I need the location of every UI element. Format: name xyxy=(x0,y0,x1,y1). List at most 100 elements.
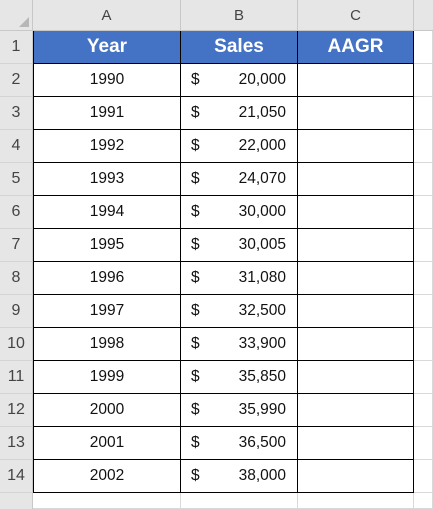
sales-cell[interactable]: $22,000 xyxy=(181,130,298,163)
sales-cell[interactable]: $32,500 xyxy=(181,295,298,328)
row-header-3[interactable]: 3 xyxy=(0,97,33,130)
aagr-cell[interactable] xyxy=(298,262,414,295)
row-header-1[interactable]: 1 xyxy=(0,31,33,64)
cell-d[interactable] xyxy=(414,427,433,460)
year-cell[interactable]: 2002 xyxy=(33,460,181,493)
year-cell[interactable]: 1994 xyxy=(33,196,181,229)
aagr-cell[interactable] xyxy=(298,196,414,229)
sales-cell[interactable]: $31,080 xyxy=(181,262,298,295)
sales-cell[interactable]: $30,005 xyxy=(181,229,298,262)
sales-cell[interactable]: $24,070 xyxy=(181,163,298,196)
year-cell[interactable]: 1990 xyxy=(33,64,181,97)
row-header-2[interactable]: 2 xyxy=(0,64,33,97)
sales-cell[interactable]: $35,850 xyxy=(181,361,298,394)
empty-cell[interactable] xyxy=(298,493,414,509)
cell-d[interactable] xyxy=(414,328,433,361)
year-cell[interactable]: 1999 xyxy=(33,361,181,394)
currency-symbol: $ xyxy=(191,401,200,418)
sales-cell[interactable]: $30,000 xyxy=(181,196,298,229)
currency-symbol: $ xyxy=(191,302,200,319)
aagr-cell[interactable] xyxy=(298,460,414,493)
sales-cell[interactable]: $21,050 xyxy=(181,97,298,130)
cell-d[interactable] xyxy=(414,460,433,493)
cell-d[interactable] xyxy=(414,196,433,229)
cell-d[interactable] xyxy=(414,295,433,328)
aagr-cell[interactable] xyxy=(298,427,414,460)
year-cell[interactable]: 1992 xyxy=(33,130,181,163)
cell-d1[interactable] xyxy=(414,31,433,64)
year-cell[interactable]: 1993 xyxy=(33,163,181,196)
cell-d[interactable] xyxy=(414,361,433,394)
empty-cell[interactable] xyxy=(181,493,298,509)
aagr-cell[interactable] xyxy=(298,394,414,427)
aagr-cell[interactable] xyxy=(298,295,414,328)
column-header-b[interactable]: B xyxy=(181,0,298,31)
aagr-cell[interactable] xyxy=(298,328,414,361)
select-all-button[interactable] xyxy=(0,0,33,31)
header-cell-sales[interactable]: Sales xyxy=(181,31,298,64)
currency-symbol: $ xyxy=(191,434,200,451)
sales-value: 21,050 xyxy=(238,104,286,121)
cell-d[interactable] xyxy=(414,163,433,196)
empty-cell[interactable] xyxy=(33,493,181,509)
column-header-a[interactable]: A xyxy=(33,0,181,31)
select-all-triangle-icon xyxy=(19,17,29,27)
row-header-4[interactable]: 4 xyxy=(0,130,33,163)
column-header-c[interactable]: C xyxy=(298,0,414,31)
aagr-cell[interactable] xyxy=(298,64,414,97)
row-header-10[interactable]: 10 xyxy=(0,328,33,361)
aagr-cell[interactable] xyxy=(298,130,414,163)
empty-cell[interactable] xyxy=(414,493,433,509)
row-header-13[interactable]: 13 xyxy=(0,427,33,460)
aagr-cell[interactable] xyxy=(298,163,414,196)
sales-cell[interactable]: $36,500 xyxy=(181,427,298,460)
row-header-14[interactable]: 14 xyxy=(0,460,33,493)
sales-value: 30,000 xyxy=(238,203,286,220)
sales-cell[interactable]: $33,900 xyxy=(181,328,298,361)
year-cell[interactable]: 1995 xyxy=(33,229,181,262)
aagr-cell[interactable] xyxy=(298,361,414,394)
year-cell[interactable]: 2001 xyxy=(33,427,181,460)
header-cell-year[interactable]: Year xyxy=(33,31,181,64)
aagr-cell[interactable] xyxy=(298,229,414,262)
sales-value: 36,500 xyxy=(238,434,286,451)
year-cell[interactable]: 1996 xyxy=(33,262,181,295)
row-header-11[interactable]: 11 xyxy=(0,361,33,394)
currency-symbol: $ xyxy=(191,335,200,352)
sales-value: 24,070 xyxy=(238,170,286,187)
aagr-cell[interactable] xyxy=(298,97,414,130)
sales-value: 33,900 xyxy=(238,335,286,352)
sales-value: 31,080 xyxy=(238,269,286,286)
sales-cell[interactable]: $35,990 xyxy=(181,394,298,427)
sales-value: 22,000 xyxy=(238,137,286,154)
column-header-d-partial[interactable] xyxy=(414,0,433,31)
currency-symbol: $ xyxy=(191,104,200,121)
row-header-8[interactable]: 8 xyxy=(0,262,33,295)
cell-d[interactable] xyxy=(414,262,433,295)
row-header-partial[interactable] xyxy=(0,493,33,509)
row-header-6[interactable]: 6 xyxy=(0,196,33,229)
row-header-7[interactable]: 7 xyxy=(0,229,33,262)
cell-d[interactable] xyxy=(414,97,433,130)
sales-value: 38,000 xyxy=(238,467,286,484)
currency-symbol: $ xyxy=(191,137,200,154)
year-cell[interactable]: 2000 xyxy=(33,394,181,427)
cell-d[interactable] xyxy=(414,64,433,97)
cell-d[interactable] xyxy=(414,394,433,427)
cell-d[interactable] xyxy=(414,229,433,262)
sales-cell[interactable]: $20,000 xyxy=(181,64,298,97)
header-cell-aagr[interactable]: AAGR xyxy=(298,31,414,64)
row-header-9[interactable]: 9 xyxy=(0,295,33,328)
year-cell[interactable]: 1998 xyxy=(33,328,181,361)
year-cell[interactable]: 1991 xyxy=(33,97,181,130)
cell-d[interactable] xyxy=(414,130,433,163)
row-header-12[interactable]: 12 xyxy=(0,394,33,427)
currency-symbol: $ xyxy=(191,368,200,385)
currency-symbol: $ xyxy=(191,236,200,253)
sales-value: 30,005 xyxy=(238,236,286,253)
row-header-5[interactable]: 5 xyxy=(0,163,33,196)
sales-cell[interactable]: $38,000 xyxy=(181,460,298,493)
currency-symbol: $ xyxy=(191,269,200,286)
year-cell[interactable]: 1997 xyxy=(33,295,181,328)
